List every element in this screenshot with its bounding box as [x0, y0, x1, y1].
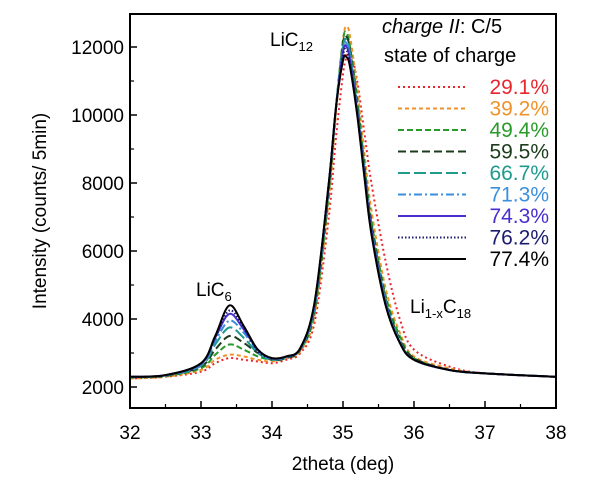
legend: charge II: C/5 state of charge 29.1%39.2…: [382, 16, 549, 271]
x-tick-label: 38: [545, 423, 566, 444]
x-tick-label: 36: [403, 423, 424, 444]
series-curves: [129, 25, 557, 380]
x-tick-label: 37: [474, 423, 495, 444]
legend-label: 59.5%: [489, 141, 549, 164]
annotation-lic12: LiC12: [270, 30, 313, 54]
series-line-392: [129, 25, 557, 380]
legend-label: 76.2%: [489, 227, 549, 250]
y-tick-label: 2000: [82, 378, 124, 399]
y-tick-label: 12000: [71, 38, 124, 59]
legend-title: charge II: C/5: [382, 16, 502, 38]
y-tick-label: 10000: [71, 106, 124, 127]
annotation-li1-xc18: Li1-xC18: [410, 297, 471, 321]
legend-label: 49.4%: [489, 119, 549, 142]
legend-subtitle: state of charge: [384, 45, 516, 67]
legend-label: 77.4%: [489, 248, 549, 271]
series-line-774: [129, 54, 557, 378]
y-axis: 2000 4000 6000 8000 10000 12000: [71, 38, 137, 399]
y-axis-label: Intensity (counts/ 5min): [30, 113, 51, 309]
x-tick-label: 34: [261, 423, 283, 444]
x-axis-label: 2theta (deg): [292, 454, 394, 475]
legend-label: 74.3%: [489, 205, 549, 228]
legend-label: 39.2%: [489, 98, 549, 121]
legend-label: 66.7%: [489, 162, 549, 185]
legend-label: 29.1%: [489, 76, 549, 99]
x-tick-label: 33: [190, 423, 211, 444]
series-line-595: [129, 34, 557, 379]
y-tick-label: 8000: [82, 174, 124, 195]
legend-label: 71.3%: [489, 184, 549, 207]
y-tick-label: 4000: [82, 310, 124, 331]
x-axis: 32 33 34 35 36 37 38: [119, 401, 567, 444]
x-tick-label: 35: [332, 423, 353, 444]
annotation-lic6: LiC6: [196, 280, 232, 304]
x-tick-label: 32: [119, 423, 140, 444]
series-line-291: [129, 48, 557, 380]
y-tick-label: 6000: [82, 242, 124, 263]
peak-annotations: LiC12 LiC6 Li1-xC18: [196, 30, 471, 321]
